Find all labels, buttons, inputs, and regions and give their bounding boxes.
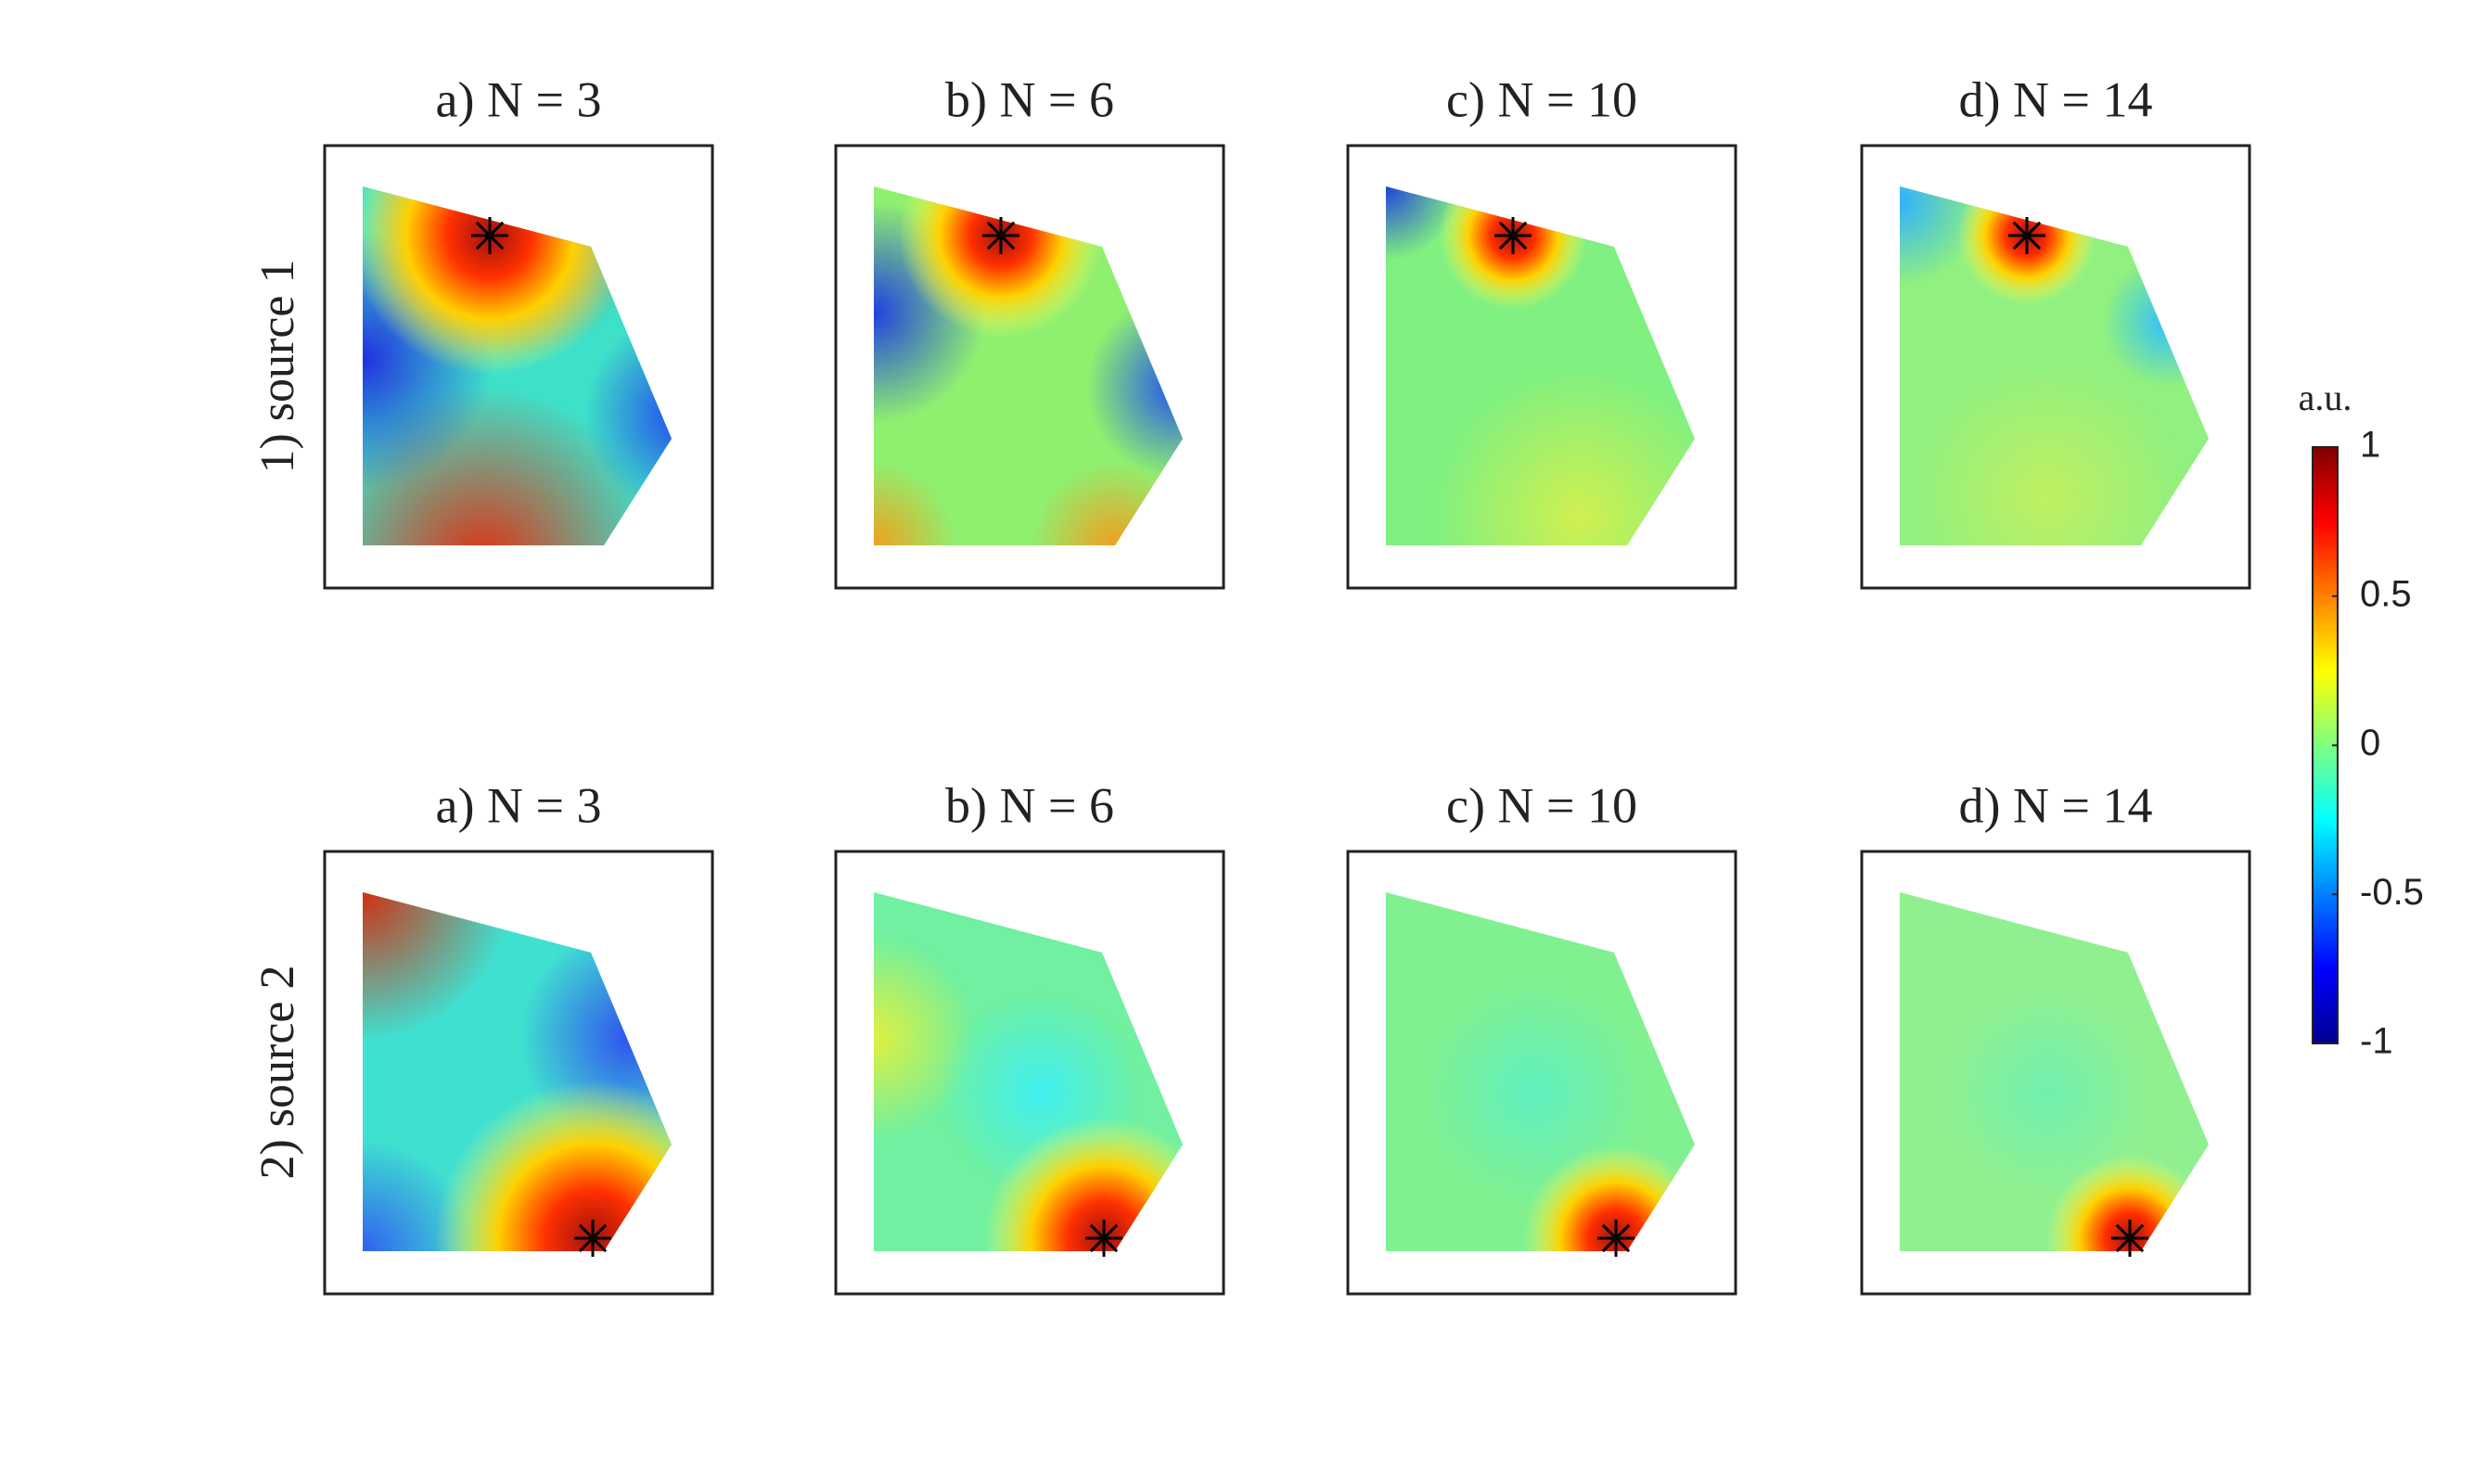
field (1900, 186, 2209, 545)
colorbar-tick-label: -1 (2360, 1021, 2393, 1062)
source-marker (982, 217, 1019, 254)
colorbar-tick-label: 0 (2360, 723, 2380, 763)
panel-title: d) N = 14 (1959, 777, 2153, 833)
colorbar-label: a.u. (2299, 377, 2352, 418)
field (363, 186, 672, 545)
field (874, 892, 1183, 1251)
colorbar-tick-label: 0.5 (2360, 573, 2412, 614)
panel-frame (323, 144, 714, 590)
field (1386, 892, 1695, 1251)
field (874, 186, 1183, 545)
panel-frame (1860, 144, 2251, 590)
panel (1346, 144, 1737, 590)
panel-frame (1346, 850, 1737, 1296)
source-marker (2008, 217, 2045, 254)
panel-frame (834, 144, 1225, 590)
colorbar (2312, 446, 2339, 1044)
panel-frame (1860, 850, 2251, 1296)
panel (323, 144, 714, 590)
source-marker (1494, 217, 1532, 254)
panel-frame (834, 850, 1225, 1296)
field (1386, 186, 1695, 545)
panel (1346, 850, 1737, 1296)
row-label: 1) source 1 (251, 259, 304, 473)
source-marker (2111, 1220, 2148, 1257)
panel (1860, 144, 2251, 590)
source-marker (471, 217, 508, 254)
panel-title: c) N = 10 (1446, 777, 1637, 833)
panel-title: a) N = 3 (436, 71, 602, 127)
panel-title: a) N = 3 (436, 777, 602, 833)
panel (1860, 850, 2251, 1296)
field (1900, 892, 2209, 1251)
panel-frame (323, 850, 714, 1296)
source-marker (574, 1220, 611, 1257)
panel-title: b) N = 6 (945, 71, 1114, 127)
panel-title: b) N = 6 (945, 777, 1114, 833)
colorbar-tick-label: -0.5 (2360, 872, 2424, 913)
panel-title: c) N = 10 (1446, 71, 1637, 127)
source-marker (1085, 1220, 1122, 1257)
panel (834, 144, 1225, 590)
source-marker (1597, 1220, 1634, 1257)
panel-title: d) N = 14 (1959, 71, 2153, 127)
panel-frame (1346, 144, 1737, 590)
row-label: 2) source 2 (251, 965, 304, 1179)
panel (834, 850, 1225, 1296)
colorbar-tick-label: 1 (2360, 425, 2380, 466)
